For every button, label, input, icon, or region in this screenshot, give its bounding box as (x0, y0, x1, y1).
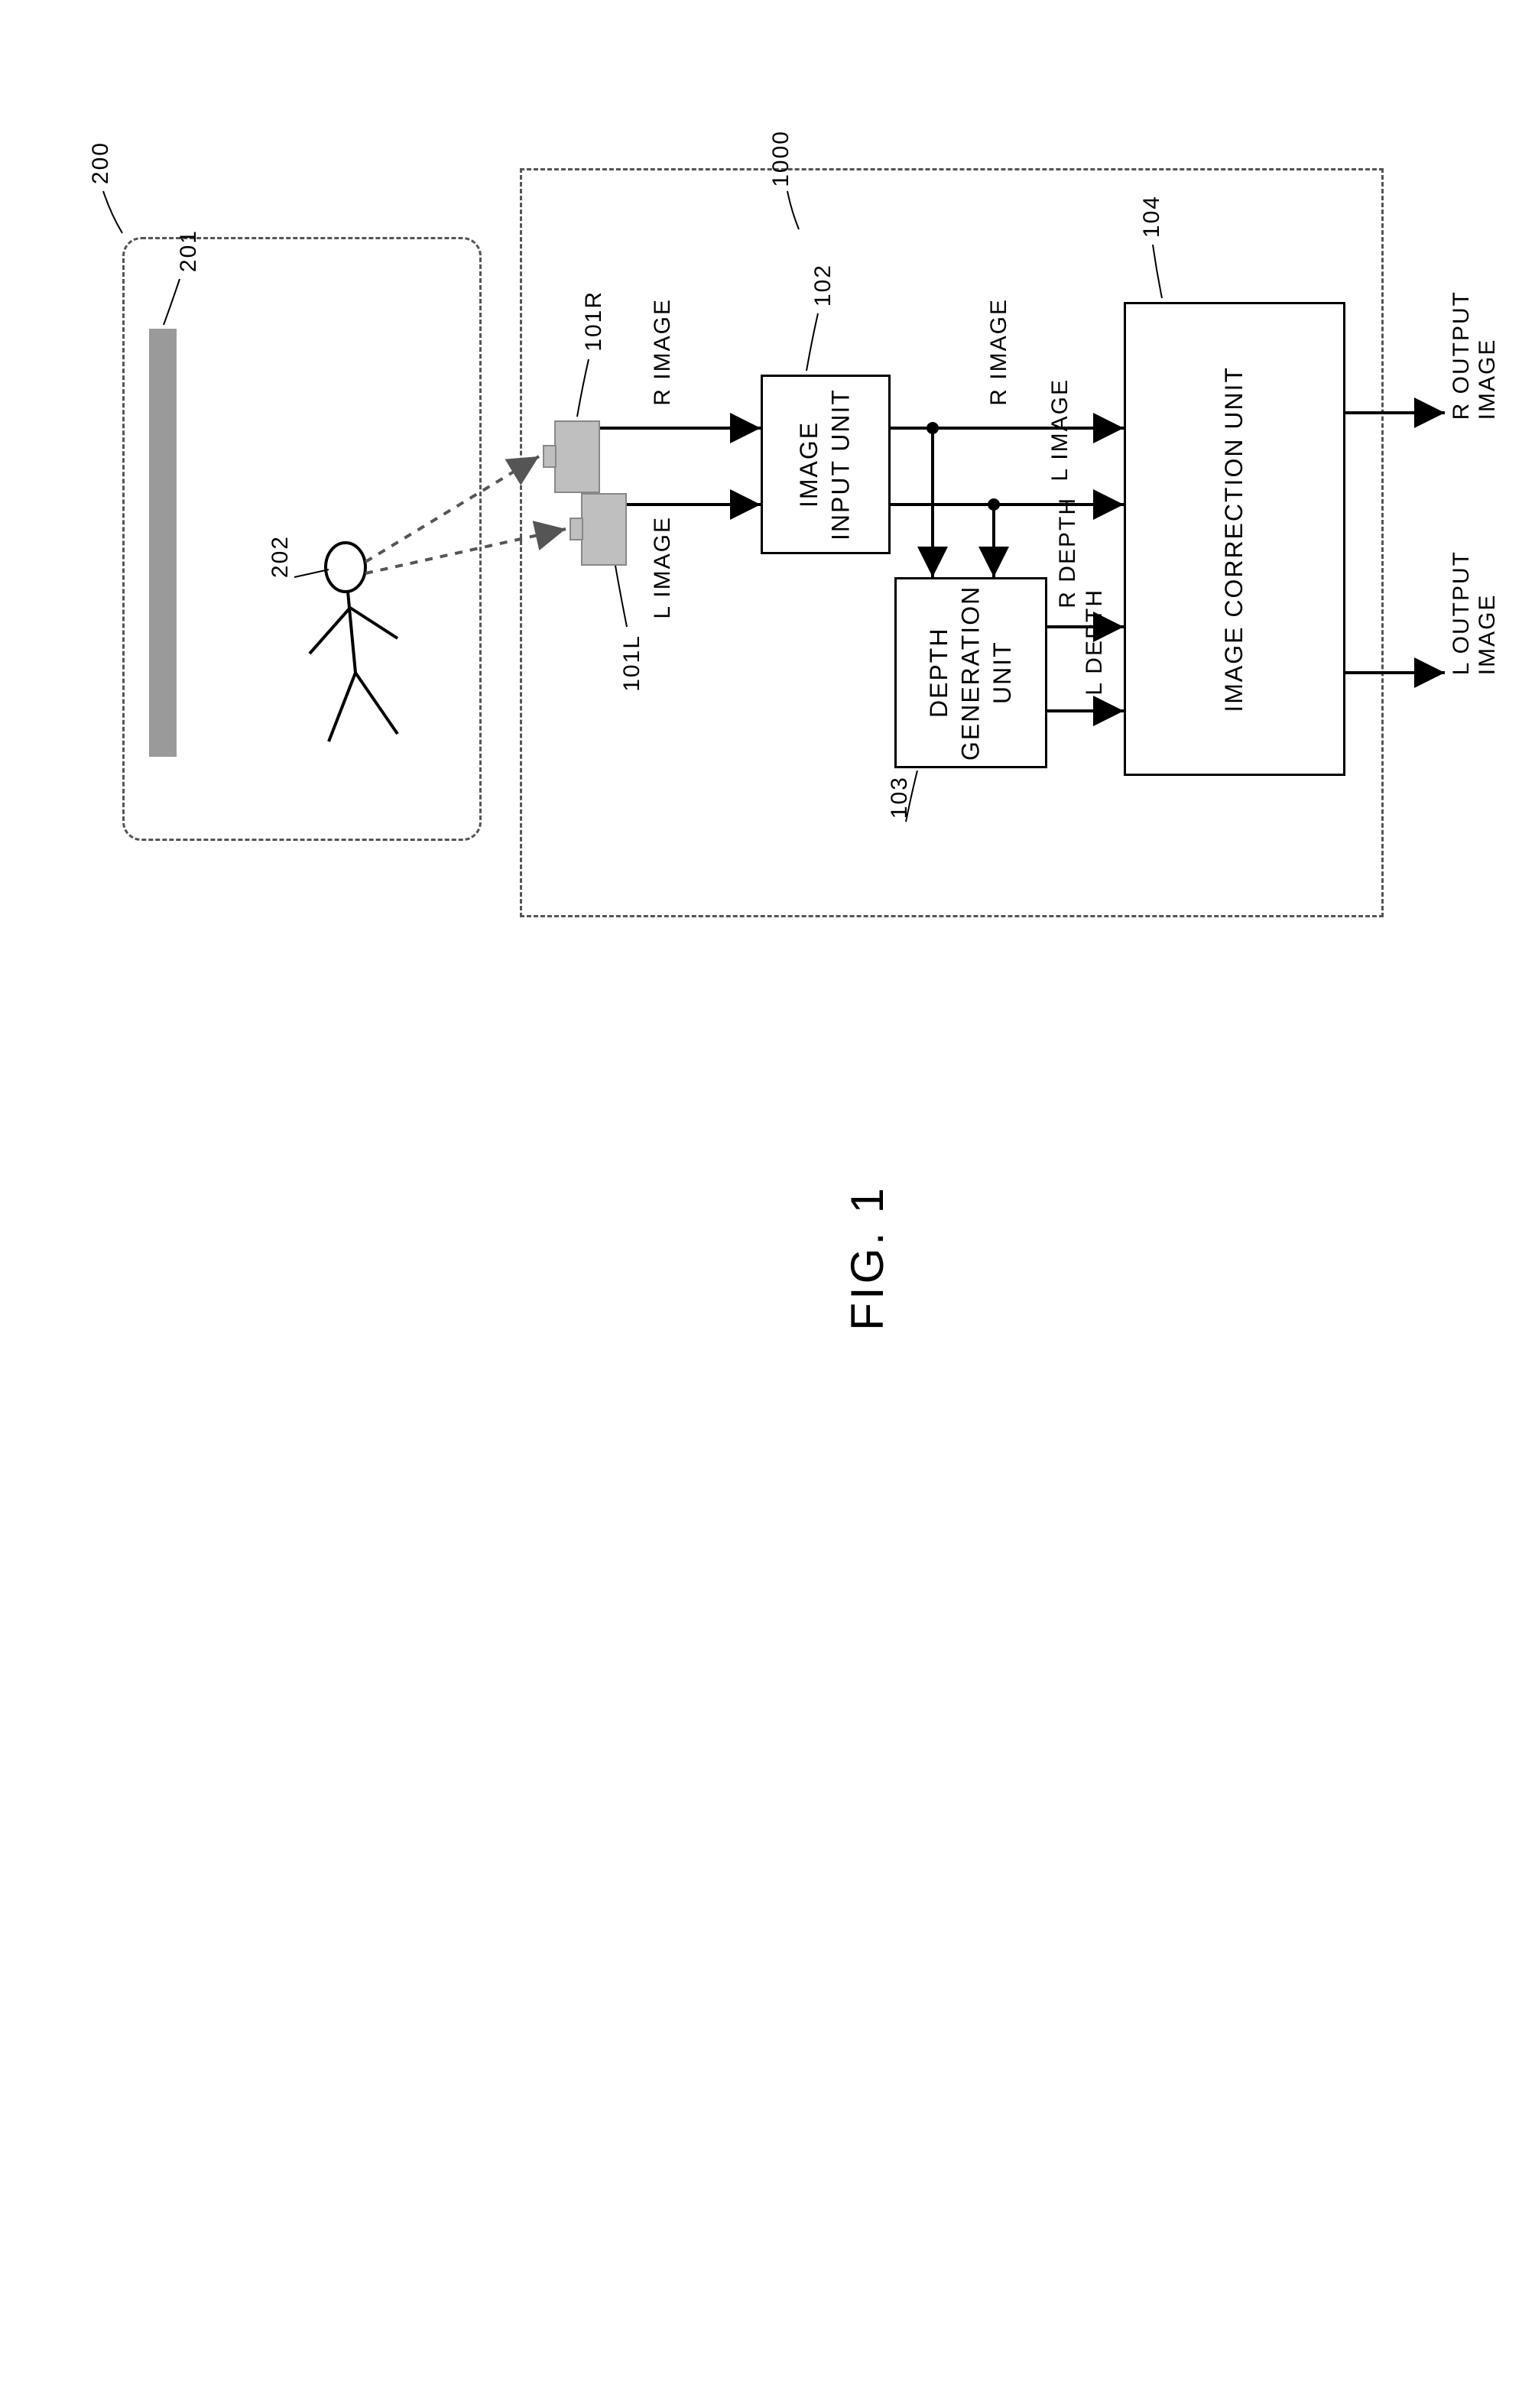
depth-gen-label: DEPTH GENERATION UNIT (923, 579, 1019, 766)
label-r-output: R OUTPUT IMAGE (1449, 290, 1501, 420)
camera-r (554, 420, 600, 493)
image-correction-unit: IMAGE CORRECTION UNIT (1124, 302, 1345, 776)
label-l-output: L OUTPUT IMAGE (1449, 550, 1501, 675)
label-l-image-1: L IMAGE (650, 516, 676, 619)
label-r-image-2: R IMAGE (986, 298, 1012, 406)
ref-camL: 101L (619, 634, 645, 692)
image-input-unit: IMAGE INPUT UNIT (761, 375, 891, 554)
label-l-depth: L DEPTH (1082, 589, 1108, 696)
ref-scene: 200 (88, 141, 114, 184)
ref-depthGen: 103 (887, 776, 913, 819)
wall (149, 329, 177, 757)
figure-label: FIG. 1 (841, 1185, 894, 1331)
label-r-depth: R DEPTH (1055, 497, 1081, 608)
ref-imgInput: 102 (810, 264, 836, 307)
camera-l-lens (570, 518, 583, 540)
ref-wall: 201 (176, 229, 202, 272)
label-l-image-2: L IMAGE (1047, 378, 1073, 482)
ref-camR: 101R (581, 290, 607, 352)
camera-l (581, 493, 627, 566)
image-corr-label: IMAGE CORRECTION UNIT (1219, 366, 1251, 712)
diagram-canvas: IMAGE INPUT UNIT DEPTH GENERATION UNIT I… (0, 0, 1535, 2408)
ref-imgCorr: 104 (1139, 195, 1165, 238)
label-r-image-1: R IMAGE (650, 298, 676, 406)
depth-generation-unit: DEPTH GENERATION UNIT (894, 577, 1047, 768)
image-input-label: IMAGE INPUT UNIT (793, 377, 857, 552)
ref-person: 202 (268, 535, 294, 578)
ref-system: 1000 (768, 130, 794, 187)
camera-r-lens (543, 445, 557, 468)
